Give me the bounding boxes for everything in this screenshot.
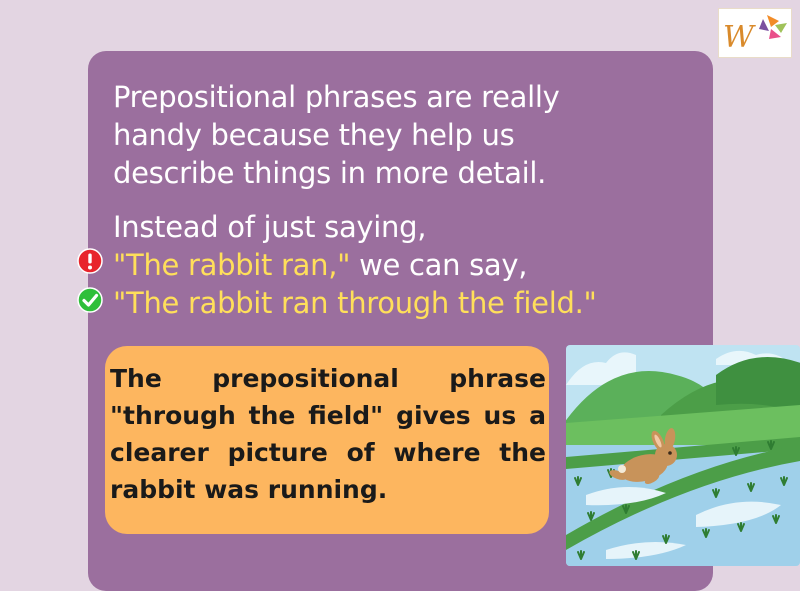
example-paragraph: Instead of just saying, "The rabbit ran,… <box>113 208 703 322</box>
explanation-box <box>105 346 549 534</box>
wrong-example-line: "The rabbit ran," we can say, <box>113 246 703 284</box>
wrong-example-quote: "The rabbit ran," <box>113 248 351 282</box>
exclamation-icon <box>77 248 103 274</box>
intro-line: Prepositional phrases are really <box>113 80 560 114</box>
logo-letter: W <box>723 20 756 55</box>
wrong-example-rest: we can say, <box>350 248 528 282</box>
right-example-quote: "The rabbit ran through the field." <box>113 286 597 320</box>
intro-paragraph: Prepositional phrases are really handy b… <box>113 78 703 192</box>
example-intro: Instead of just saying, <box>113 210 427 244</box>
intro-line: handy because they help us <box>113 118 515 152</box>
checkmark-icon <box>77 287 103 313</box>
logo: W <box>718 8 792 58</box>
intro-line: describe things in more detail. <box>113 156 547 190</box>
rabbit-field-illustration <box>566 345 800 566</box>
rabbit-figure <box>609 428 677 485</box>
explanation-text: The prepositional phrase "through the fi… <box>110 364 546 504</box>
